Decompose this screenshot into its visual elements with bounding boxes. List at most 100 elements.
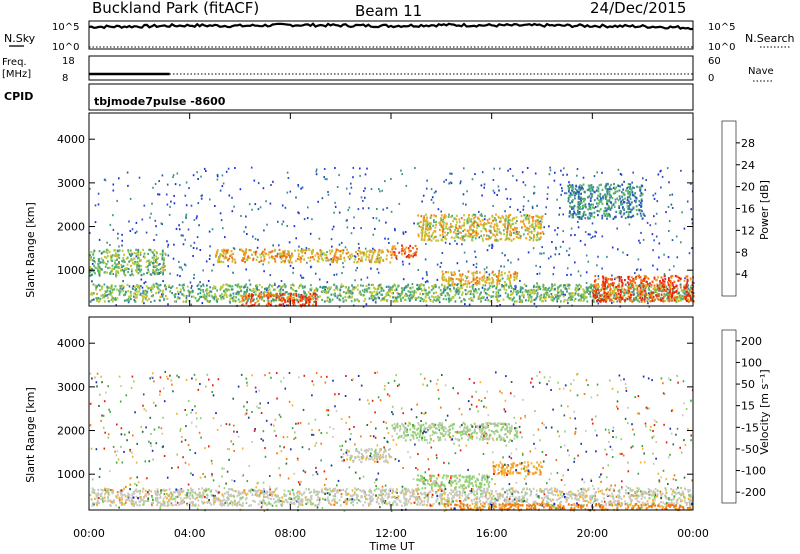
heatmap-cell [427,292,430,295]
heatmap-cell [215,254,217,257]
heatmap-cell [613,288,616,291]
heatmap-cell [105,290,108,293]
heatmap-cell [636,487,638,490]
heatmap-cell [333,211,335,214]
heatmap-cell [543,294,546,297]
heatmap-cell [401,253,403,256]
heatmap-cell [350,292,352,295]
heatmap-cell [593,211,596,214]
heatmap-cell [344,296,347,299]
heatmap-cell [667,296,670,299]
heatmap-cell [268,288,271,291]
heatmap-cell [265,287,267,290]
heatmap-cell [599,294,601,297]
heatmap-cell [613,216,616,219]
heatmap-cell [474,288,477,291]
heatmap-cell [651,294,653,297]
heatmap-cell [538,371,541,374]
heatmap-cell [482,284,485,287]
heatmap-cell [290,256,292,259]
heatmap-cell [623,291,625,294]
heatmap-cell [400,298,402,301]
heatmap-cell [460,280,462,283]
heatmap-cell [559,183,562,186]
heatmap-cell [501,252,504,255]
heatmap-cell [447,282,450,285]
heatmap-cell [648,287,650,290]
heatmap-cell [127,267,130,271]
heatmap-cell [495,292,498,295]
heatmap-cell [611,291,614,294]
heatmap-cell [617,289,619,292]
heatmap-cell [472,229,474,232]
heatmap-cell [442,289,445,292]
heatmap-cell [130,270,133,273]
heatmap-cell [274,284,276,286]
heatmap-cell [550,298,553,301]
heatmap-cell [326,281,329,284]
heatmap-cell [622,206,624,209]
heatmap-cell [504,238,507,241]
heatmap-cell [136,290,138,293]
heatmap-cell [476,224,479,227]
heatmap-cell [588,292,590,295]
heatmap-cell [252,258,254,261]
heatmap-cell [263,229,265,232]
heatmap-cell [416,222,419,225]
heatmap-cell [613,294,616,297]
heatmap-cell [159,390,161,393]
heatmap-cell [474,271,477,274]
heatmap-cell [118,289,120,292]
heatmap-cell [549,166,551,169]
heatmap-cell [599,195,601,198]
heatmap-cell [185,300,187,303]
heatmap-cell [517,236,520,240]
heatmap-cell [637,293,640,297]
heatmap-cell [156,283,159,286]
heatmap-cell [601,202,604,205]
heatmap-cell [135,284,138,287]
heatmap-cell [417,233,420,236]
heatmap-cell [475,231,478,234]
heatmap-cell [471,272,474,275]
heatmap-cell [430,239,433,242]
heatmap-cell [630,283,632,286]
heatmap-cell [319,285,322,289]
heatmap-cell [521,299,524,302]
heatmap-cell [603,290,606,293]
heatmap-cell [163,258,165,261]
heatmap-cell [245,291,247,294]
heatmap-cell [513,275,516,278]
heatmap-cell [428,227,431,230]
heatmap-cell [202,290,205,293]
heatmap-cell [331,228,334,231]
heatmap-cell [520,214,523,217]
heatmap-cell [180,266,182,269]
heatmap-cell [156,286,159,289]
heatmap-cell [485,278,488,281]
heatmap-cell [256,297,258,300]
heatmap-cell [621,195,623,198]
heatmap-cell [250,299,253,302]
heatmap-cell [533,227,535,230]
heatmap-cell [107,255,109,258]
heatmap-cell [377,258,380,261]
heatmap-cell [607,296,609,299]
heatmap-cell [570,206,573,209]
heatmap-cell [492,278,494,281]
heatmap-cell [590,212,593,215]
heatmap-cell [476,283,478,286]
heatmap-cell [503,265,505,268]
heatmap-cell [640,209,642,212]
heatmap-cell [603,291,606,294]
heatmap-cell [593,285,596,288]
heatmap-cell [453,274,455,277]
heatmap-cell [283,446,285,449]
heatmap-cell [200,197,203,200]
heatmap-cell [599,289,601,292]
heatmap-cell [400,169,402,172]
heatmap-cell [628,204,630,208]
heatmap-cell [525,216,528,219]
heatmap-cell [548,295,550,298]
heatmap-cell [342,252,344,255]
